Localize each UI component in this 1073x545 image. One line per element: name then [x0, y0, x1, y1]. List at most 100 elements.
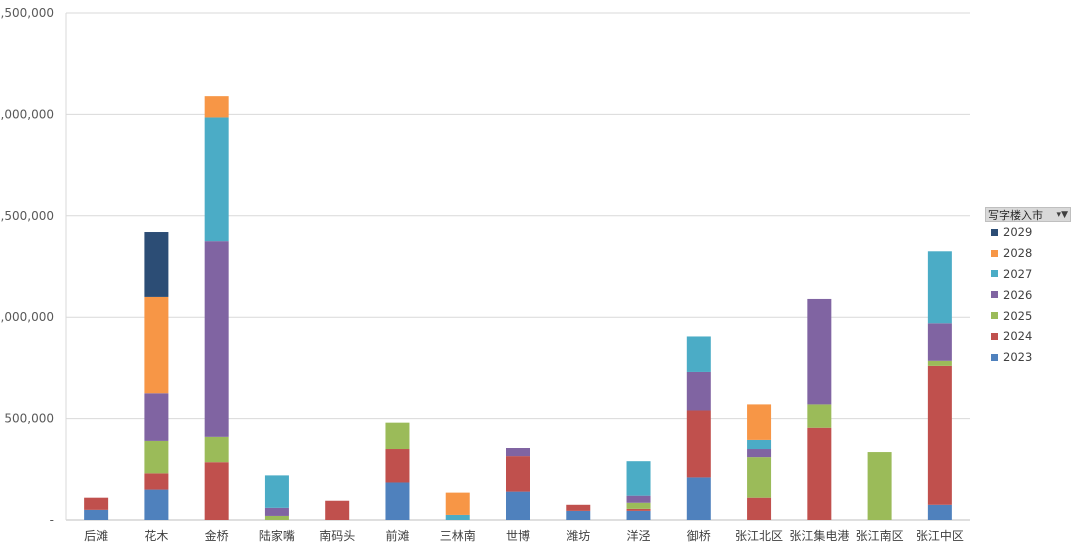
x-category-label: 张江北区 [735, 529, 783, 543]
legend-item-2026: 2026 [985, 284, 1071, 305]
y-tick-label: 2,000,000 [0, 107, 54, 121]
bar-segment-2026 [144, 393, 169, 441]
bar-segment-2028 [445, 492, 470, 515]
bar-segment-2026 [807, 298, 832, 405]
bar-segment-2028 [204, 96, 229, 118]
y-tick-label: 500,000 [4, 412, 54, 426]
y-axis-tick-labels: - 500,000 1,000,000 1,500,000 2,000,000 2,500… [0, 6, 54, 527]
bar-segment-2026 [747, 449, 772, 458]
x-category-label: 张江中区 [916, 528, 964, 543]
bar-segment-2025 [747, 457, 772, 498]
bar-segment-2024 [927, 365, 952, 505]
bar-segment-2024 [506, 456, 530, 492]
bar-segment-2027 [264, 475, 289, 508]
bar-segment-2025 [626, 502, 651, 509]
legend-swatch [991, 332, 998, 340]
legend-swatch [991, 353, 998, 361]
legend-swatch [991, 312, 998, 320]
bar-segment-2027 [927, 251, 952, 324]
bar-segment-2024 [566, 504, 591, 511]
bar-segment-2026 [626, 495, 651, 503]
gridlines [65, 12, 970, 521]
bar-segment-2023 [84, 509, 109, 520]
y-tick-label: 1,000,000 [0, 310, 54, 324]
bar-segment-2024 [385, 449, 410, 483]
y-tick-label: 1,500,000 [0, 209, 54, 223]
bar-segment-2025 [144, 440, 169, 474]
legend-label: 2026 [1003, 287, 1033, 302]
legend-label: 2024 [1003, 329, 1033, 344]
bar-segment-2024 [144, 473, 169, 490]
x-category-label: 南码头 [319, 528, 355, 543]
legend-item-2023: 2023 [985, 347, 1071, 368]
x-category-label: 金桥 [205, 528, 229, 543]
bar-segment-2027 [686, 336, 711, 372]
bar-segment-2023 [626, 510, 651, 520]
bar-segment-2027 [747, 439, 772, 450]
x-category-label: 三林南 [440, 528, 476, 543]
bar-segment-2026 [506, 448, 530, 457]
legend-label: 2025 [1003, 308, 1033, 323]
x-category-label: 张江集电港 [789, 528, 849, 543]
legend-item-2024: 2024 [985, 326, 1071, 347]
y-tick-label: - [50, 513, 54, 527]
legend-label: 2023 [1003, 350, 1033, 365]
bar-segment-2025 [385, 422, 410, 450]
y-tick-label: 2,500,000 [0, 6, 54, 20]
bar-segment-2025 [807, 404, 832, 428]
bar-segment-2023 [686, 477, 711, 520]
bar-segment-2025 [204, 436, 229, 463]
bar-segment-2027 [445, 514, 470, 520]
bars [84, 96, 952, 520]
filter-dropdown-icon[interactable]: ▾▼ [1056, 209, 1068, 220]
bar-segment-2023 [566, 510, 591, 520]
bar-segment-2024 [204, 462, 229, 520]
x-category-label: 后滩 [84, 529, 108, 543]
legend-item-2027: 2027 [985, 264, 1071, 285]
x-category-label: 花木 [144, 528, 168, 543]
bar-segment-2025 [867, 452, 892, 520]
legend-item-2029: 2029 [985, 222, 1071, 243]
bar-segment-2024 [807, 427, 832, 520]
x-category-label: 陆家嘴 [259, 528, 295, 543]
legend-swatch [991, 270, 998, 278]
x-category-label: 前滩 [385, 528, 409, 543]
legend-item-2025: 2025 [985, 305, 1071, 326]
bar-segment-2028 [144, 296, 169, 394]
bar-segment-2029 [144, 232, 169, 297]
legend-label: 2028 [1003, 246, 1033, 261]
bar-segment-2024 [686, 410, 711, 478]
bar-segment-2026 [927, 323, 952, 361]
bar-segment-2023 [506, 491, 530, 520]
legend-label: 2027 [1003, 266, 1033, 281]
x-category-label: 洋泾 [627, 528, 651, 543]
legend-label: 2029 [1003, 225, 1033, 240]
bar-segment-2023 [144, 489, 169, 520]
bar-segment-2027 [204, 117, 229, 242]
legend-items: 2029 2028 2027 2026 2025 2024 2023 [985, 222, 1071, 368]
legend-swatch [991, 228, 998, 236]
bar-segment-2023 [927, 504, 952, 520]
x-category-label: 世博 [506, 528, 530, 543]
legend-item-2028: 2028 [985, 243, 1071, 264]
bar-segment-2026 [686, 371, 711, 411]
legend: 写字楼入市 ▾▼ 2029 2028 2027 2026 2025 2024 2023 [985, 207, 1071, 368]
legend-filter-button[interactable]: 写字楼入市 ▾▼ [985, 207, 1071, 222]
bar-segment-2024 [626, 508, 651, 511]
x-category-label: 张江南区 [856, 528, 904, 543]
bar-segment-2023 [385, 482, 410, 520]
bar-segment-2024 [84, 497, 109, 510]
bar-segment-2026 [264, 507, 289, 516]
bar-segment-2024 [325, 500, 350, 520]
bar-segment-2025 [927, 360, 952, 366]
x-axis-category-labels: 后滩 花木 金桥 陆家嘴 南码头 前滩 三林南 世博 潍坊 洋泾 御桥 张江北区 张江集电港 张江南区 张江… [84, 528, 964, 543]
bar-segment-2026 [204, 241, 229, 437]
bar-segment-2027 [626, 461, 651, 496]
x-category-label: 御桥 [687, 528, 711, 543]
bar-segment-2028 [747, 404, 772, 440]
legend-swatch [991, 291, 998, 299]
x-category-label: 潍坊 [566, 528, 590, 543]
bar-segment-2025 [264, 515, 289, 520]
legend-title: 写字楼入市 [988, 208, 1043, 222]
